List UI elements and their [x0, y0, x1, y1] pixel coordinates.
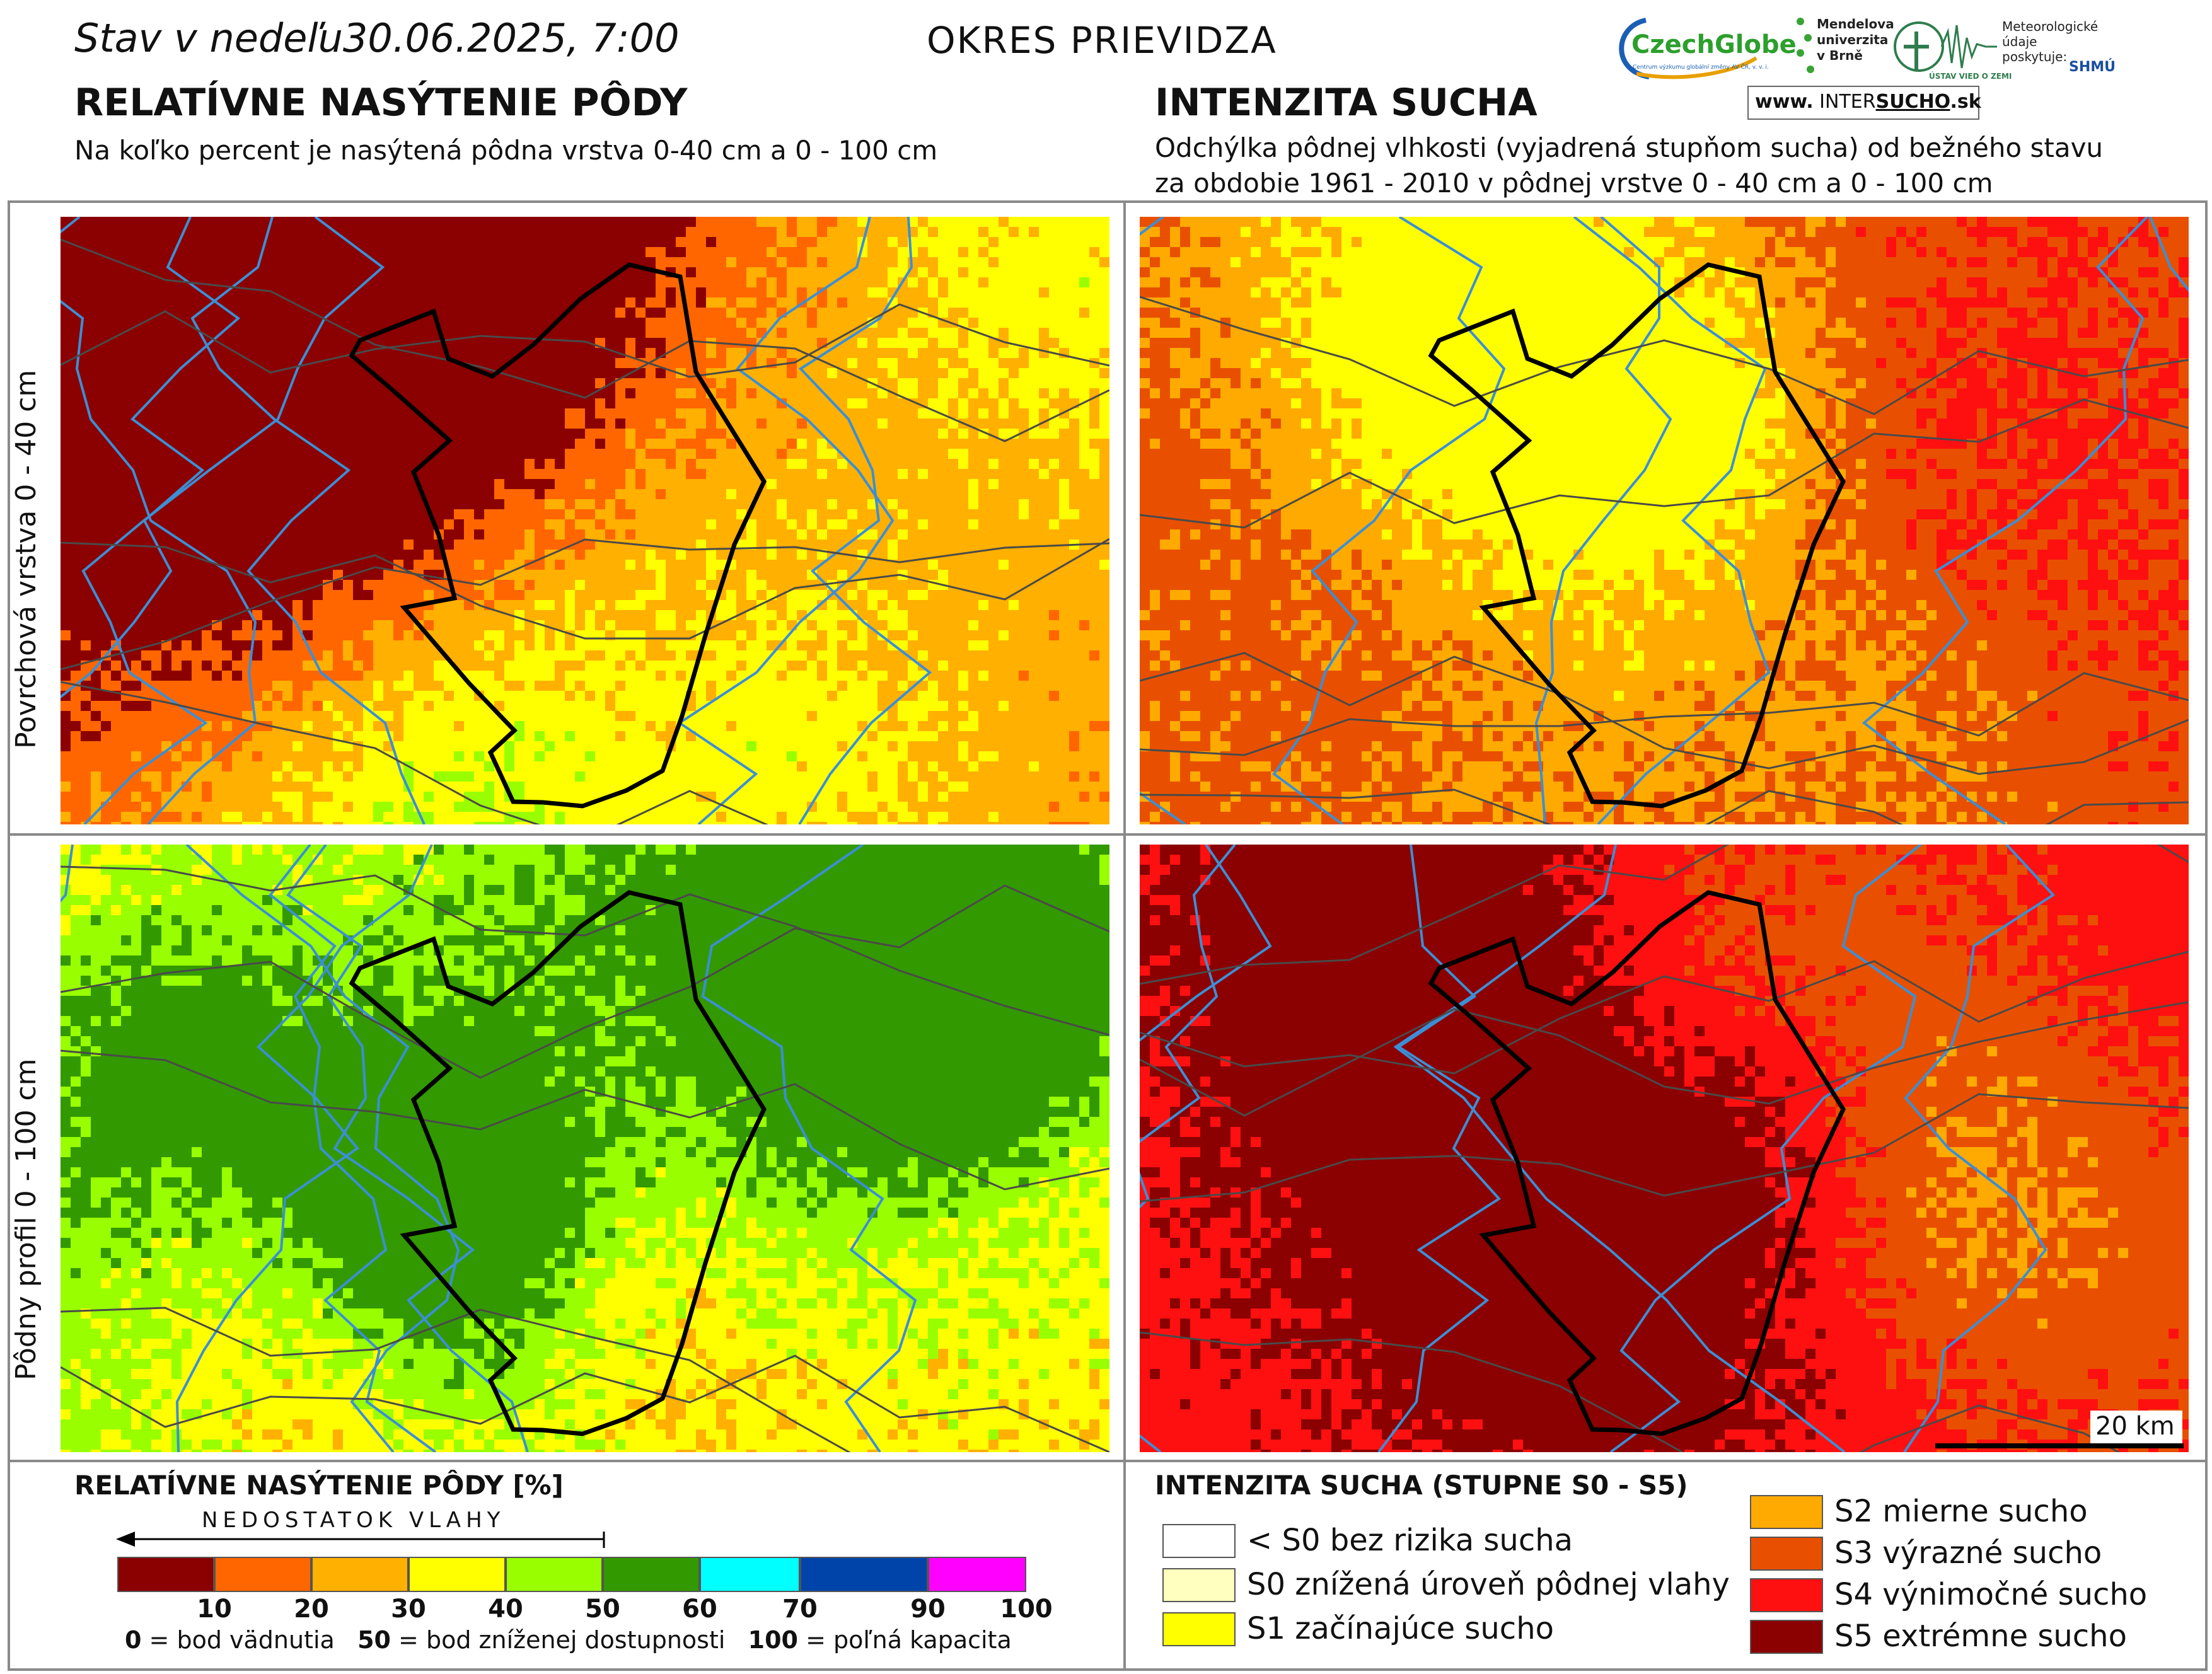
- mendel-logo: Mendelova univerzita v Brně: [1794, 15, 1894, 84]
- map-saturation-topsoil: [61, 217, 1109, 824]
- main-frame: [8, 200, 2208, 1671]
- drought-swatch: [1750, 1537, 1823, 1571]
- mendel-dots-icon: [1797, 18, 1814, 73]
- shortage-arrow-icon: [116, 1532, 605, 1548]
- saturation-tick-label: 70: [782, 1595, 818, 1624]
- saturation-swatch: [800, 1557, 928, 1592]
- saturation-tick-label: 30: [391, 1595, 426, 1624]
- map-drought-topsoil: [1140, 217, 2189, 824]
- map-raster: [1140, 217, 2189, 824]
- drought-legend-title: INTENZITA SUCHA (STUPNE S0 - S5): [1155, 1470, 1688, 1501]
- czechglobe-name: CzechGlobe: [1631, 30, 1797, 59]
- legend-divider: [8, 1460, 2208, 1462]
- arrow-label: NEDOSTATOK VLAHY: [202, 1508, 505, 1533]
- map-raster: [1140, 845, 2189, 1452]
- shmu-name: SHMÚ: [2069, 59, 2116, 75]
- date-value: 30.06.2025, 7:00: [343, 15, 680, 61]
- drought-swatch: [1162, 1568, 1236, 1602]
- saturation-notes: 0 = bod vädnutia 50 = bod zníženej dostu…: [125, 1626, 1012, 1654]
- note-100-bold: 100: [748, 1626, 798, 1654]
- saturation-swatch: [311, 1557, 408, 1592]
- district-title: OKRES PRIEVIDZA: [927, 19, 1277, 62]
- saturation-swatch: [408, 1557, 506, 1592]
- saturation-swatch: [506, 1557, 603, 1592]
- scale-bar-label: 20 km: [2095, 1412, 2175, 1441]
- date-label: Stav v nedeľu: [74, 15, 343, 61]
- drought-label: < S0 bez rizika sucha: [1247, 1523, 1573, 1558]
- saturation-tick-label: 60: [682, 1595, 717, 1624]
- drought-label: S0 znížená úroveň pôdnej vlahy: [1247, 1567, 1730, 1602]
- scale-bar-line: [1935, 1443, 2184, 1448]
- czechglobe-logo: CzechGlobe Centrum výzkumu globální změn…: [1611, 14, 1800, 83]
- right-panel-subtitle-1: Odchýlka pôdnej vlhkosti (vyjadrená stup…: [1155, 130, 2103, 166]
- note-50-bold: 50: [357, 1626, 391, 1654]
- intersucho-suffix: .sk: [1950, 91, 1981, 113]
- drought-swatch: [1162, 1524, 1236, 1558]
- drought-swatch: [1750, 1578, 1823, 1612]
- drought-label: S2 mierne sucho: [1834, 1494, 2088, 1529]
- vertical-divider: [1123, 200, 1126, 1671]
- uvz-seismograph-icon: [1894, 21, 1997, 72]
- saturation-tick-label: 40: [488, 1595, 523, 1624]
- drought-label: S5 extrémne sucho: [1834, 1619, 2127, 1654]
- intersucho-b: SUCHO: [1876, 91, 1950, 113]
- shmu-logo: Meteorologické údaje poskytuje: SHMÚ: [2002, 19, 2128, 82]
- map-drought-profile: [1140, 845, 2189, 1452]
- left-panel-subtitle: Na koľko percent je nasýtená pôdna vrstv…: [74, 132, 937, 169]
- saturation-tick-label: 100: [1000, 1595, 1053, 1624]
- drought-swatch: [1750, 1620, 1823, 1654]
- drought-label: S1 začínajúce sucho: [1247, 1611, 1554, 1646]
- saturation-ticks: 10 20 30 40 50 60 70 90 100: [117, 1593, 1053, 1625]
- czechglobe-swoosh-icon: [1619, 18, 1757, 79]
- saturation-tick-label: 20: [294, 1595, 329, 1624]
- drought-label: S3 výrazné sucho: [1834, 1535, 2102, 1571]
- saturation-swatch: [700, 1557, 800, 1592]
- meteo-text: Meteorologické údaje poskytuje:: [2002, 19, 2098, 64]
- date-header: Stav v nedeľu30.06.2025, 7:00: [74, 15, 680, 61]
- saturation-tick-label: 10: [197, 1595, 232, 1624]
- drought-label: S4 výnimočné sucho: [1834, 1577, 2147, 1612]
- saturation-tick-label: 50: [585, 1595, 620, 1624]
- row-label-top: Povrchová vrstva 0 - 40 cm: [10, 370, 42, 749]
- map-raster: [61, 845, 1109, 1452]
- saturation-color-bar: [117, 1557, 1026, 1592]
- row-label-bottom: Pôdny profil 0 - 100 cm: [10, 1059, 42, 1381]
- intersucho-a: INTER: [1819, 91, 1875, 113]
- saturation-tick-label: 90: [910, 1595, 946, 1624]
- note-0-bold: 0: [125, 1626, 141, 1654]
- intersucho-prefix: www.: [1755, 91, 1814, 113]
- saturation-swatch: [117, 1557, 214, 1592]
- note-100: = poľná kapacita: [798, 1626, 1012, 1654]
- horizontal-divider: [8, 833, 2208, 836]
- map-saturation-profile: [61, 845, 1109, 1452]
- saturation-swatch: [214, 1557, 311, 1592]
- intersucho-logo: www. INTERSUCHO.sk: [1747, 86, 1981, 120]
- czechglobe-sub: Centrum výzkumu globální změny AV ČR, v.…: [1633, 64, 1769, 71]
- mendel-name: Mendelova univerzita v Brně: [1817, 16, 1894, 64]
- right-panel-title: INTENZITA SUCHA: [1155, 81, 1537, 125]
- drought-swatch: [1750, 1495, 1823, 1529]
- note-50: = bod zníženej dostupnosti: [391, 1626, 725, 1654]
- drought-swatch: [1162, 1612, 1236, 1646]
- uvz-logo: ÚSTAV VIED O ZEMI: [1891, 19, 2012, 82]
- right-panel-subtitle-2: za obdobie 1961 - 2010 v pôdnej vrstve 0…: [1155, 165, 1993, 202]
- uvz-name: ÚSTAV VIED O ZEMI: [1929, 72, 2012, 81]
- saturation-legend-title: RELATÍVNE NASÝTENIE PÔDY [%]: [74, 1470, 564, 1501]
- saturation-swatch: [603, 1557, 700, 1592]
- left-panel-title: RELATÍVNE NASÝTENIE PÔDY: [74, 81, 687, 125]
- saturation-swatch: [928, 1557, 1026, 1592]
- note-0: = bod vädnutia: [141, 1626, 335, 1654]
- scale-bar-box: [2090, 1411, 2182, 1446]
- map-raster: [61, 217, 1109, 824]
